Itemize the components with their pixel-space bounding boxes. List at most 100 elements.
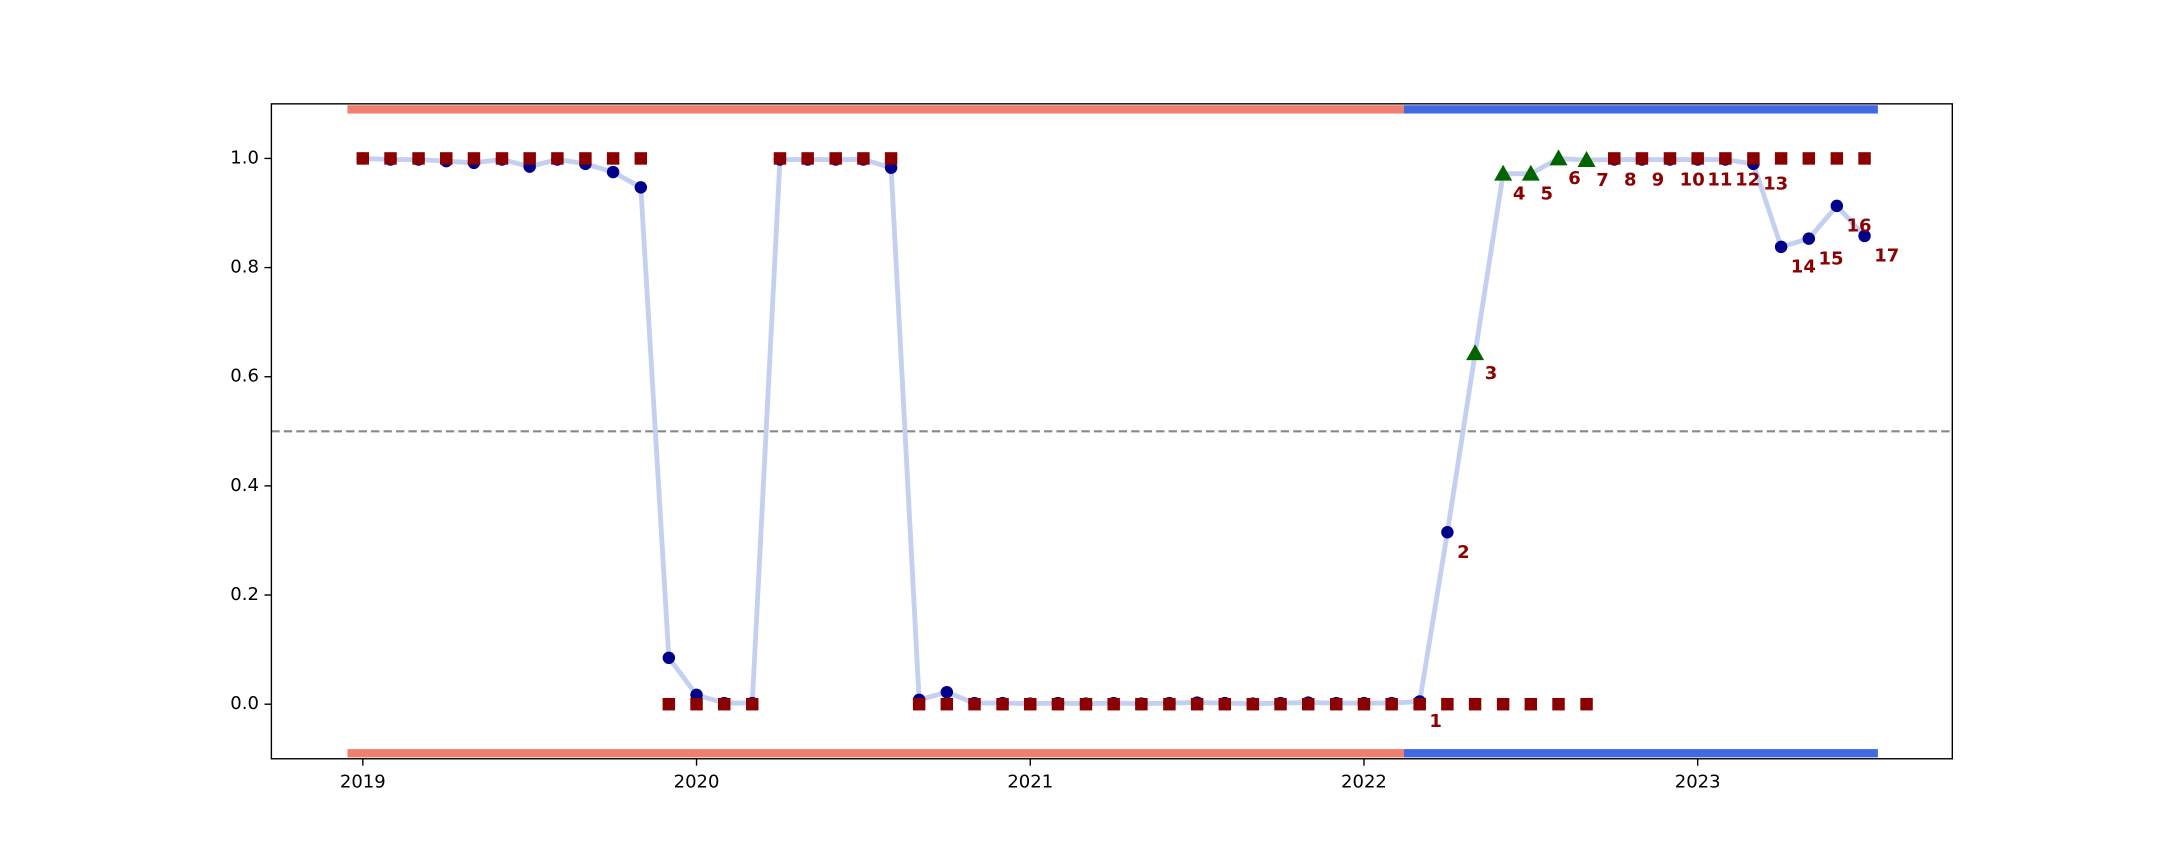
period-band: [347, 105, 1405, 114]
point-label: 15: [1819, 248, 1844, 269]
point-label: 12: [1735, 169, 1760, 190]
highlight-marker: [1577, 151, 1596, 167]
label-marker: [857, 152, 870, 165]
label-marker: [1246, 697, 1260, 711]
point-label: 9: [1652, 169, 1665, 190]
label-marker: [634, 152, 648, 165]
prediction-marker: [1774, 240, 1788, 254]
point-label: 2: [1457, 542, 1470, 563]
label-marker: [1496, 697, 1510, 711]
point-label: 13: [1763, 174, 1788, 195]
label-marker: [1051, 697, 1065, 711]
label-marker: [1774, 152, 1788, 165]
label-marker: [495, 152, 509, 165]
point-label: 8: [1624, 169, 1637, 190]
label-marker: [440, 152, 453, 165]
label-marker: [690, 697, 703, 711]
label-marker: [1107, 697, 1120, 711]
x-tick-label: 2020: [674, 771, 720, 792]
point-label: 7: [1596, 170, 1609, 191]
label-marker: [579, 152, 592, 165]
label-marker: [412, 152, 425, 165]
label-marker: [884, 152, 898, 165]
label-marker: [1552, 697, 1565, 711]
label-marker: [773, 152, 787, 165]
prediction-marker: [1858, 229, 1871, 243]
point-label: 10: [1680, 169, 1705, 190]
label-marker: [829, 152, 842, 165]
label-marker: [996, 697, 1009, 711]
label-marker: [1830, 152, 1844, 165]
label-marker: [1524, 697, 1538, 711]
label-marker: [523, 152, 536, 165]
prediction-marker: [1830, 199, 1844, 213]
point-label: 5: [1541, 183, 1554, 204]
period-band: [347, 749, 1405, 758]
label-marker: [356, 152, 370, 165]
highlight-marker: [1494, 164, 1513, 181]
label-marker: [912, 697, 926, 711]
prediction-marker: [606, 165, 620, 179]
point-label: 17: [1874, 246, 1899, 267]
point-label: 4: [1513, 183, 1526, 204]
label-marker: [1441, 697, 1454, 711]
y-tick-label: 1.0: [230, 147, 259, 168]
period-band: [1404, 105, 1878, 114]
point-label: 1: [1429, 711, 1442, 732]
label-marker: [1663, 152, 1677, 165]
label-marker: [940, 697, 954, 711]
highlight-marker: [1466, 344, 1485, 361]
label-marker: [1413, 697, 1426, 711]
y-tick-label: 0.0: [230, 693, 259, 714]
label-marker: [1163, 697, 1176, 711]
point-label: 16: [1847, 216, 1872, 237]
y-tick-label: 0.4: [230, 475, 259, 496]
highlight-marker: [1521, 164, 1540, 181]
y-tick-label: 0.8: [230, 257, 259, 278]
label-marker: [1858, 152, 1871, 165]
prediction-marker: [634, 181, 648, 194]
label-marker: [968, 697, 981, 711]
label-marker: [467, 152, 481, 165]
label-marker: [801, 152, 814, 165]
label-marker: [718, 697, 731, 711]
label-marker: [606, 152, 620, 165]
point-label: 6: [1568, 168, 1581, 189]
label-marker: [1468, 697, 1482, 711]
label-marker: [1691, 152, 1704, 165]
label-marker: [1802, 152, 1816, 165]
y-tick-label: 0.6: [230, 366, 259, 387]
label-marker: [1024, 697, 1037, 711]
label-marker: [1274, 697, 1287, 711]
label-marker: [662, 697, 676, 711]
label-marker: [384, 152, 397, 165]
x-tick-label: 2019: [340, 771, 386, 792]
label-marker: [1302, 697, 1315, 711]
label-marker: [1330, 697, 1343, 711]
prediction-marker: [940, 685, 954, 699]
label-marker: [1608, 152, 1621, 165]
point-label: 11: [1707, 169, 1732, 190]
label-marker: [1719, 152, 1732, 165]
prediction-marker: [662, 651, 676, 665]
label-marker: [551, 152, 564, 165]
label-marker: [1135, 697, 1148, 711]
label-marker: [1385, 697, 1398, 711]
x-tick-label: 2023: [1675, 771, 1721, 792]
x-tick-label: 2021: [1007, 771, 1053, 792]
prediction-marker: [1802, 232, 1816, 245]
label-marker: [1190, 697, 1204, 711]
x-tick-label: 2022: [1341, 771, 1387, 792]
label-marker: [1747, 152, 1760, 165]
label-marker: [746, 697, 759, 711]
label-marker: [1635, 152, 1649, 165]
label-marker: [1079, 697, 1093, 711]
label-marker: [1580, 697, 1593, 711]
prediction-marker: [1441, 526, 1454, 539]
point-label: 14: [1791, 257, 1816, 278]
plot-frame: [270, 103, 1953, 760]
point-label: 3: [1485, 363, 1498, 384]
period-band: [1404, 749, 1878, 758]
label-marker: [1357, 697, 1371, 711]
